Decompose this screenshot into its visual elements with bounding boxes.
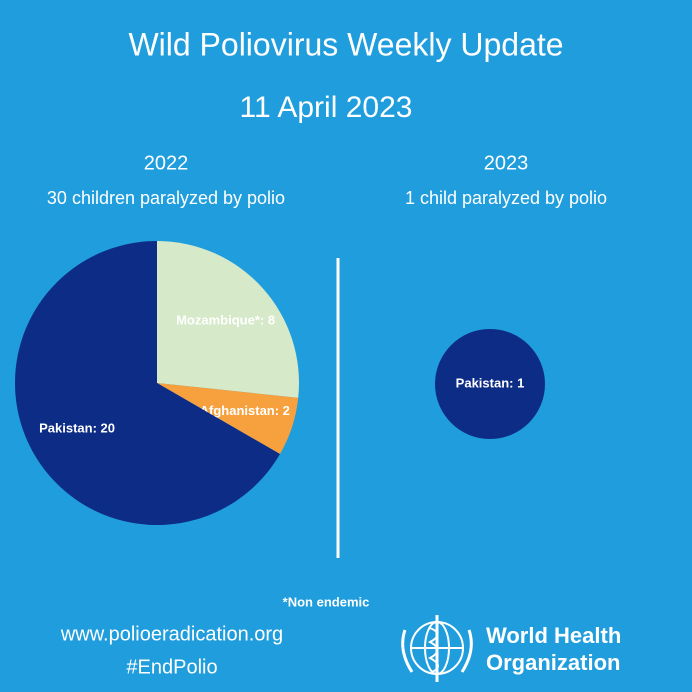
chart-subtitle: 30 children paralyzed by polio: [47, 188, 285, 208]
footnote: *Non endemic: [283, 594, 370, 609]
website: www.polioeradication.org: [60, 623, 283, 645]
slice-label: Pakistan: 1: [456, 375, 525, 390]
pie-slice: [157, 241, 299, 398]
who-emblem: [401, 615, 473, 682]
pie-slice: [157, 383, 299, 454]
logo-text: World Health: [486, 623, 621, 648]
hashtag: #EndPolio: [126, 656, 217, 678]
title: Wild Poliovirus Weekly Update: [128, 26, 563, 62]
slice-label: Afghanistan: 2: [200, 403, 290, 418]
slice-label: Mozambique*: 8: [176, 313, 275, 328]
subtitle: 11 April 2023: [240, 91, 413, 124]
chart-subtitle: 1 child paralyzed by polio: [405, 188, 607, 208]
logo-text: Organization: [486, 650, 620, 675]
chart-title: 2022: [144, 152, 189, 174]
pie-slice: [15, 241, 280, 525]
slice-label: Pakistan: 20: [39, 421, 115, 436]
chart-title: 2023: [484, 152, 529, 174]
pie-slice: [435, 329, 545, 439]
